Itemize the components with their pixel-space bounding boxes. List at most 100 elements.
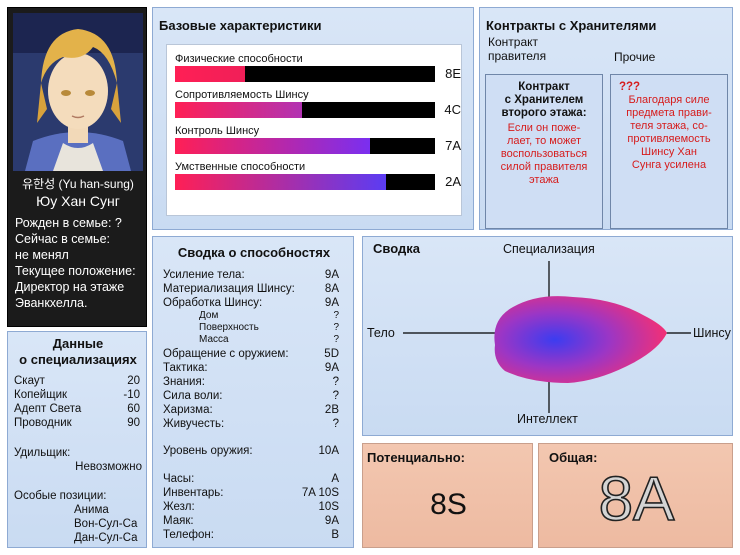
spec-label: Адепт Света — [14, 403, 82, 415]
stat-fill — [175, 138, 370, 154]
stat-row: Контроль Шинсу 7A — [175, 125, 461, 154]
item-row: Маяк: 9A — [163, 514, 339, 528]
other-contract-head: ??? — [619, 81, 641, 93]
item-value: 10S — [318, 501, 339, 513]
total-value: 8A — [598, 464, 675, 535]
ability-row: Усиление тела: 9A — [163, 268, 339, 282]
ability-label: Харизма: — [163, 404, 213, 416]
abilities-panel: Сводка о способностях Усиление тела: 9A М… — [152, 236, 354, 548]
ruler-contract-head-3: второго этажа: — [501, 107, 587, 119]
base-stats-title: Базовые характеристики — [159, 18, 322, 33]
stat-row: Умственные способности 2A — [175, 161, 461, 190]
ability-sublabel: Дом — [199, 310, 219, 321]
character-name: Юу Хан Сунг — [36, 193, 120, 209]
axis-label-left: Тело — [367, 326, 395, 340]
other-contract-text-6: Сунга усилена — [631, 159, 707, 171]
axis-label-top: Специализация — [503, 242, 595, 256]
ability-subvalue: ? — [333, 334, 339, 345]
stat-bar — [175, 102, 435, 118]
ruler-contract-line-2: правителя — [488, 49, 547, 63]
stat-grade: 2A — [445, 174, 461, 189]
stat-label: Сопротивляемость Шинсу — [175, 89, 309, 101]
base-stats-box: Физические способности 8E Сопротивляемос… — [166, 44, 462, 216]
stat-label: Умственные способности — [175, 161, 306, 173]
ability-row: Обработка Шинсу: 9A — [163, 296, 339, 310]
born-label: Рожден в семье: ? — [15, 216, 122, 230]
total-panel: Общая: 8A — [538, 443, 733, 548]
ability-row: Сила воли:? — [163, 389, 339, 403]
potential-value: 8S — [430, 488, 467, 521]
other-contracts-label: Прочие — [614, 50, 656, 64]
item-row: Жезл: 10S — [163, 500, 339, 514]
stat-label: Физические способности — [175, 53, 303, 65]
ability-sublabel: Поверхность — [199, 322, 259, 333]
abilities-title: Сводка о способностях — [177, 245, 331, 260]
item-label: Часы: — [163, 473, 195, 485]
stat-label: Контроль Шинсу — [175, 125, 260, 137]
ruler-contract-box: Контракт с Хранителем второго этажа: Есл… — [485, 74, 603, 229]
korean-name: 유한성 (Yu han-sung) — [22, 177, 134, 191]
stat-bar — [175, 174, 435, 190]
ability-value: ? — [332, 390, 339, 402]
spec-label: Копейщик — [14, 389, 68, 401]
stat-bar — [175, 138, 435, 154]
item-value: B — [331, 529, 339, 541]
spec-value: 60 — [127, 403, 140, 415]
spec-title-1: Данные — [52, 336, 104, 351]
ability-sublabel: Масса — [199, 334, 229, 345]
other-contract-box: ??? Благодаря силе предмета прави- теля … — [610, 74, 728, 229]
ability-subvalue: ? — [333, 310, 339, 321]
ability-label: Обработка Шинсу: — [163, 297, 263, 309]
ability-label: Знания: — [163, 376, 205, 388]
base-stats-panel: Базовые характеристики Физические способ… — [152, 7, 474, 230]
ability-value: ? — [332, 376, 339, 388]
ruler-contract-text-1: Если он поже- — [507, 122, 581, 134]
ruler-contract-label: Контракт правителя — [488, 35, 546, 63]
other-contract-text-1: Благодаря силе — [628, 94, 710, 106]
stat-fill — [175, 102, 303, 118]
ruler-contract-text-5: этажа — [529, 174, 559, 186]
special-value: Анима — [74, 504, 109, 516]
ability-label: Тактика: — [163, 362, 208, 374]
spec-label: Проводник — [14, 417, 72, 429]
spec-label: Скаут — [14, 375, 45, 387]
other-contract-text-4: противляемость — [627, 133, 711, 145]
weapon-level-row: Уровень оружия: 10A — [163, 444, 339, 458]
ability-row: Харизма: 2B — [163, 403, 339, 417]
stat-grade: 7A — [445, 138, 461, 153]
stat-grade: 4C — [444, 102, 461, 117]
ability-value: ? — [332, 418, 339, 430]
ability-subrow: Дом? — [199, 310, 339, 322]
ruler-contract-head-2: с Хранителем — [504, 94, 584, 106]
spec-value: 20 — [127, 375, 140, 387]
item-label: Инвентарь: — [163, 487, 224, 499]
stat-bar — [175, 66, 435, 82]
item-value: A — [331, 473, 339, 485]
contracts-title: Контракты с Хранителями — [486, 18, 657, 33]
other-contract-text-5: Шинсу Хан — [641, 146, 697, 158]
contracts-panel: Контракты с Хранителями Контракт правите… — [479, 7, 733, 230]
ability-value: 2B — [324, 404, 339, 416]
ability-row: Материализация Шинсу: 8A — [163, 282, 339, 296]
potential-panel: Потенциально: 8S — [362, 443, 533, 548]
ruler-contract-text-4: силой правителя — [500, 161, 588, 173]
item-label: Маяк: — [163, 515, 194, 527]
item-value: 9A — [324, 515, 339, 527]
weapon-level-label: Уровень оружия: — [163, 445, 253, 457]
spec-value: -10 — [123, 389, 140, 401]
character-portrait — [13, 13, 143, 171]
ability-row: Тактика: 9A — [163, 361, 339, 375]
position-label: Текущее положение: — [15, 264, 136, 278]
wielder-value: Невозможно — [75, 461, 142, 473]
character-card: 유한성 (Yu han-sung) Юу Хан Сунг Рожден в с… — [7, 7, 147, 327]
axis-label-bottom: Интеллект — [517, 412, 578, 426]
profile-shape — [494, 296, 667, 383]
stat-fill — [175, 66, 246, 82]
specializations-panel: Данные о специализациях Скаут 20 Копейщи… — [7, 331, 147, 548]
item-row: Инвентарь: 7A 10S — [163, 486, 339, 500]
ability-label: Сила воли: — [163, 390, 223, 402]
item-row: Часы: A — [163, 472, 339, 486]
ability-value: 8A — [324, 283, 339, 295]
weapon-level-value: 10A — [318, 445, 339, 457]
position-value-1: Директор на этаже — [15, 280, 125, 294]
